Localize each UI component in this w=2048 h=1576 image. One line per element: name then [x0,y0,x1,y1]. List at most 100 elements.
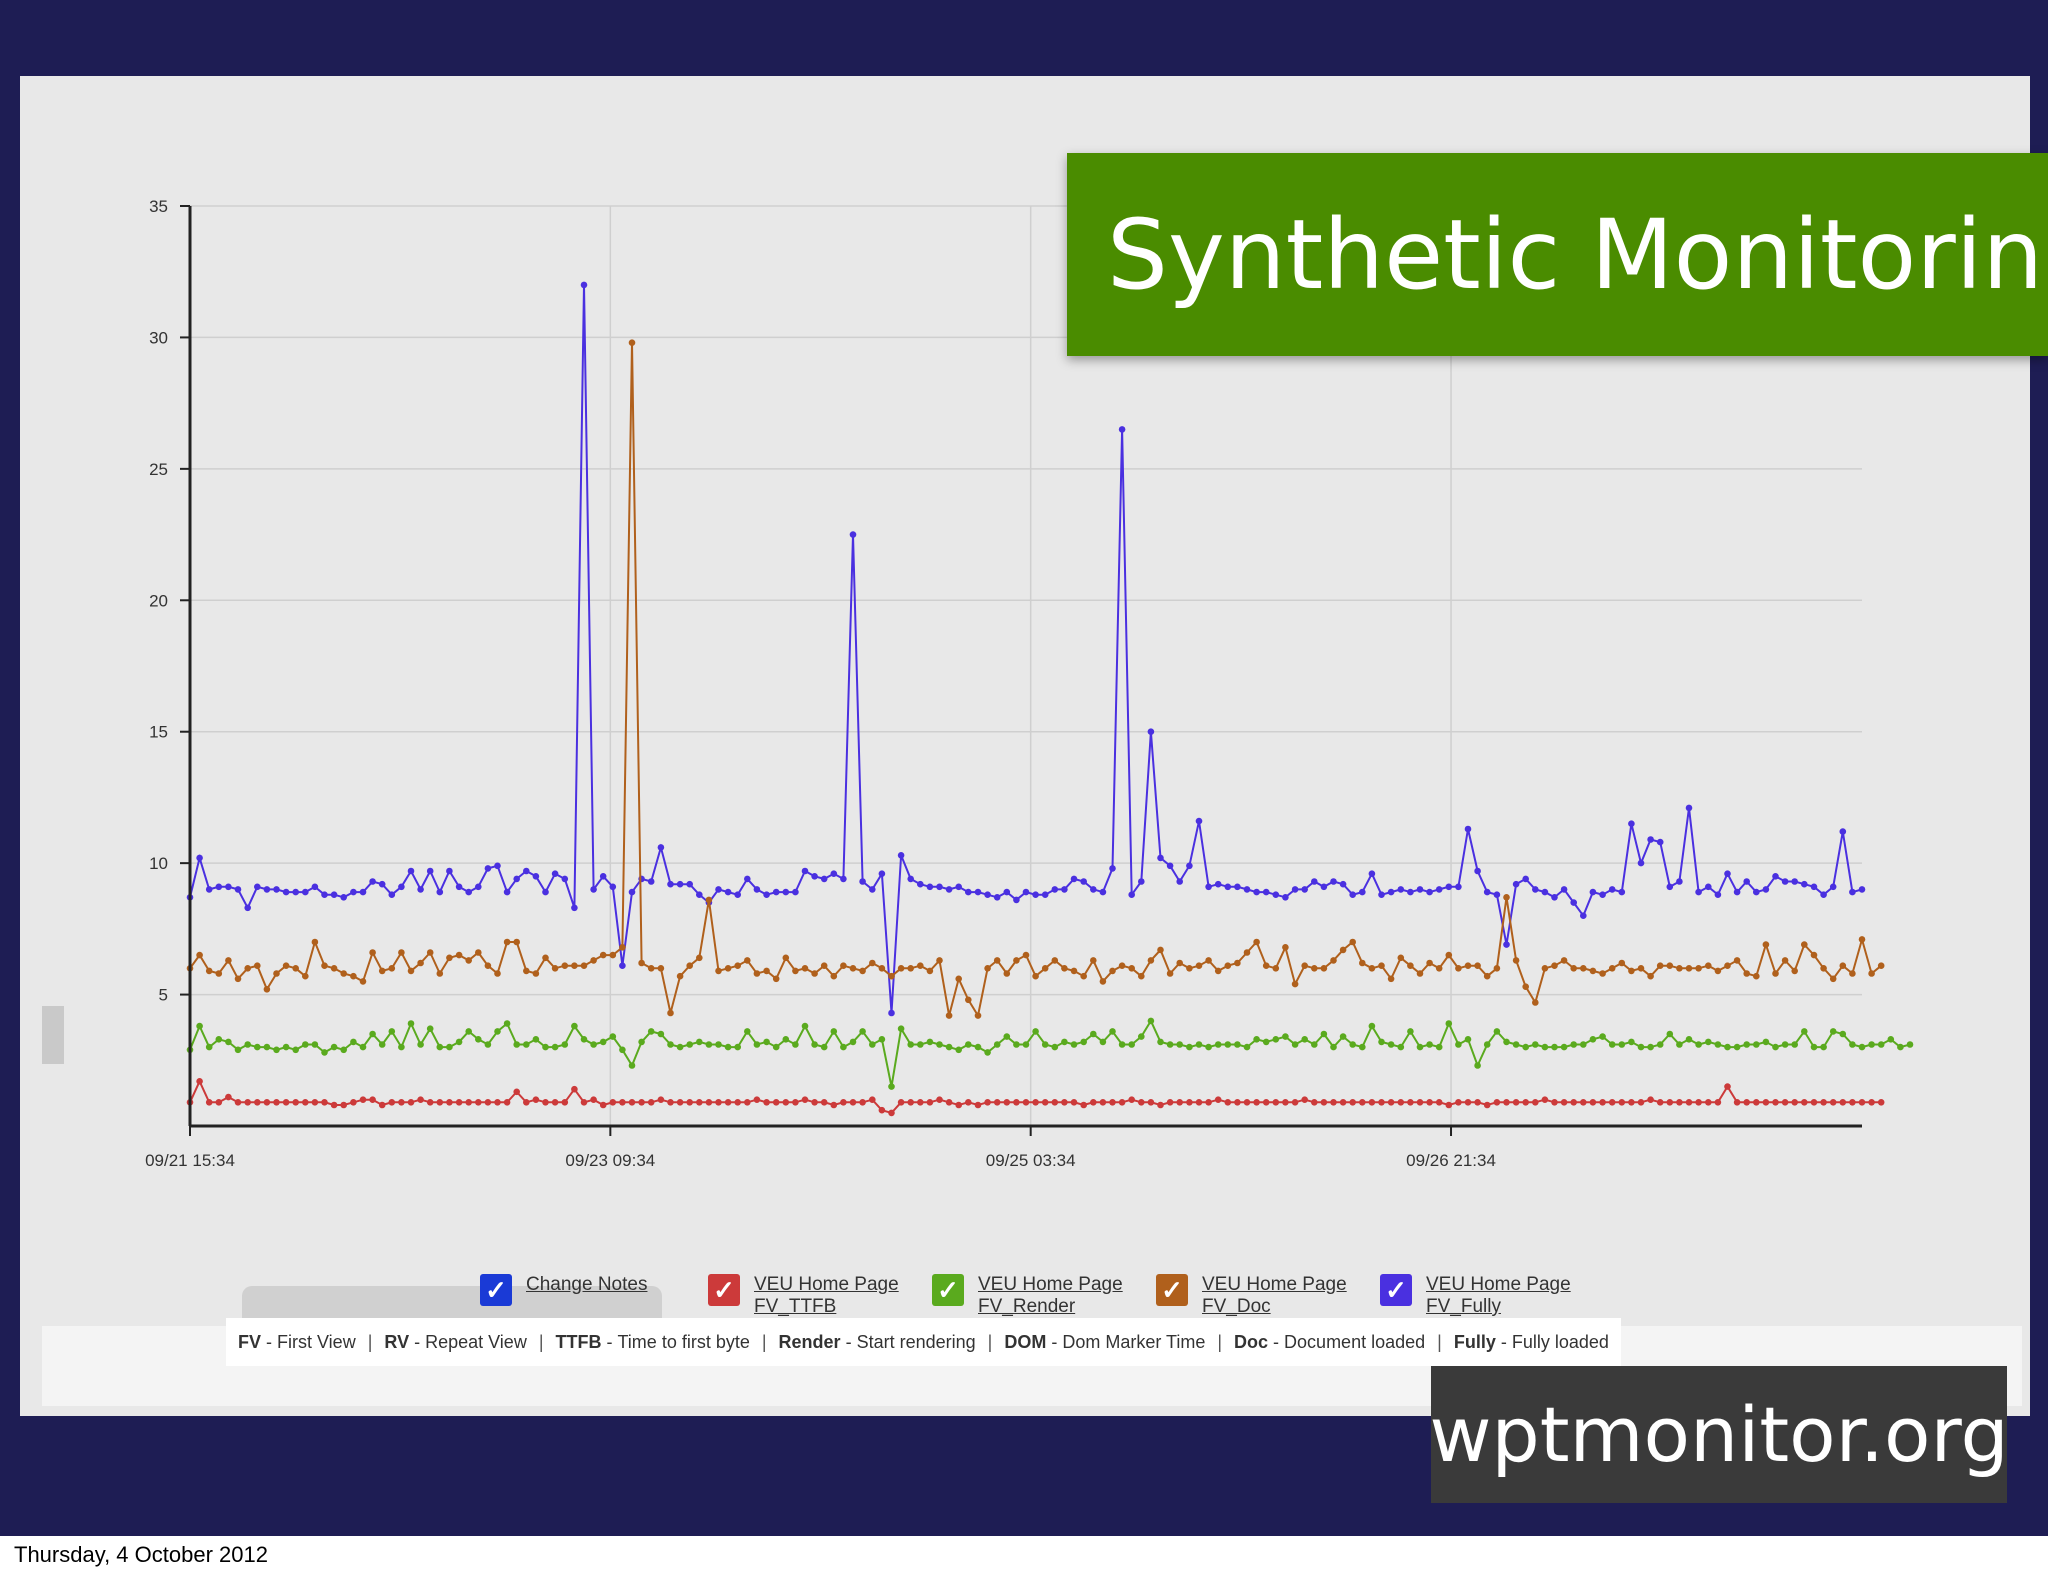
data-point [676,880,684,888]
data-point [494,1028,501,1035]
data-point [686,880,693,888]
series-render [186,1017,1914,1090]
data-point [1359,888,1366,896]
data-point [859,878,866,885]
data-point [945,1099,953,1106]
data-point [292,1046,300,1054]
data-point [1455,883,1462,891]
data-point [1407,1028,1414,1035]
data-point [551,870,559,877]
data-point [1733,1043,1741,1051]
data-point [1637,1099,1645,1106]
data-point [1224,1041,1232,1048]
data-point [830,870,838,877]
checkbox-checked-icon[interactable]: ✓ [1380,1274,1412,1306]
legend-label[interactable]: Change Notes [526,1274,647,1296]
abbreviation-key-definition: Time to first byte [617,1331,750,1352]
checkbox-checked-icon[interactable]: ✓ [932,1274,964,1306]
data-point [388,1028,396,1035]
data-point [388,891,396,898]
separator: | [987,1331,993,1352]
data-point [378,967,386,975]
data-point [1608,1099,1616,1106]
data-point [1339,946,1347,954]
legend-label[interactable]: VEU Home Page FV_Render [978,1274,1123,1318]
checkbox-checked-icon[interactable]: ✓ [480,1274,512,1306]
legend-item[interactable]: ✓ VEU Home Page FV_Render [932,1274,1123,1330]
checkbox-checked-icon[interactable]: ✓ [1156,1274,1188,1306]
footer-date: Thursday, 4 October 2012 [14,1542,268,1567]
legend-item[interactable]: ✓ VEU Home Page FV_Doc [1156,1274,1347,1330]
data-point [455,1099,463,1106]
data-point [1416,886,1424,893]
legend-item[interactable]: ✓ Change Notes [480,1274,647,1330]
data-point [561,962,569,969]
data-point [1061,1099,1068,1106]
data-point [888,1083,895,1090]
data-point [417,1041,424,1048]
data-point [1753,888,1760,896]
data-point [1272,965,1280,972]
data-point [1743,1041,1750,1048]
abbreviation-key-term: RV [384,1331,410,1352]
data-point [724,965,732,972]
abbreviation-key-term: Render [778,1331,841,1352]
legend-label[interactable]: VEU Home Page FV_Fully [1426,1274,1571,1318]
data-point [1138,972,1145,980]
data-point [1762,941,1770,948]
data-point [619,962,626,969]
legend-item[interactable]: ✓ VEU Home Page FV_TTFB [708,1274,899,1330]
data-point [398,949,405,956]
data-point [647,965,655,972]
series-fully [186,281,1866,1017]
legend-label[interactable]: VEU Home Page FV_TTFB [754,1274,899,1318]
data-point [1186,1099,1193,1106]
data-point [225,1093,232,1101]
data-point [811,1041,818,1048]
data-point [1022,951,1030,959]
data-point [292,965,300,972]
checkbox-checked-icon[interactable]: ✓ [708,1274,740,1306]
legend-item[interactable]: ✓ VEU Home Page FV_Fully [1380,1274,1571,1330]
data-point [1666,1030,1674,1038]
data-point [869,959,876,967]
data-point [849,965,857,972]
data-point [1820,891,1827,898]
data-point [407,1099,415,1106]
data-point [1791,1041,1798,1048]
data-point [398,1099,405,1106]
data-point [1714,1041,1722,1048]
data-point [917,880,924,888]
data-point [705,896,713,904]
data-point [955,1046,962,1054]
data-point [667,880,674,888]
data-point [465,957,473,964]
data-point [1282,944,1289,951]
data-point [196,1078,203,1085]
data-point [532,873,540,880]
data-point [1435,1043,1443,1051]
data-point [734,1043,741,1051]
y-tick-label: 5 [159,986,168,1005]
data-point [1445,951,1453,959]
legend-label[interactable]: VEU Home Page FV_Doc [1202,1274,1347,1318]
data-point [782,954,790,962]
data-point [1541,1043,1549,1051]
data-point [1013,896,1020,904]
data-point [724,1099,732,1106]
data-point [302,1041,309,1048]
data-point [1503,1099,1510,1106]
data-point [1483,1041,1491,1048]
data-point [1262,962,1270,969]
data-point [1849,970,1856,977]
data-point [205,1099,213,1106]
data-point [1003,1099,1011,1106]
data-point [1262,1038,1270,1046]
data-point [321,1099,328,1106]
data-point [647,878,655,885]
data-point [1474,1099,1481,1106]
data-point [1829,975,1837,983]
data-point [551,965,559,972]
data-point [849,1038,857,1046]
data-point [234,975,242,983]
